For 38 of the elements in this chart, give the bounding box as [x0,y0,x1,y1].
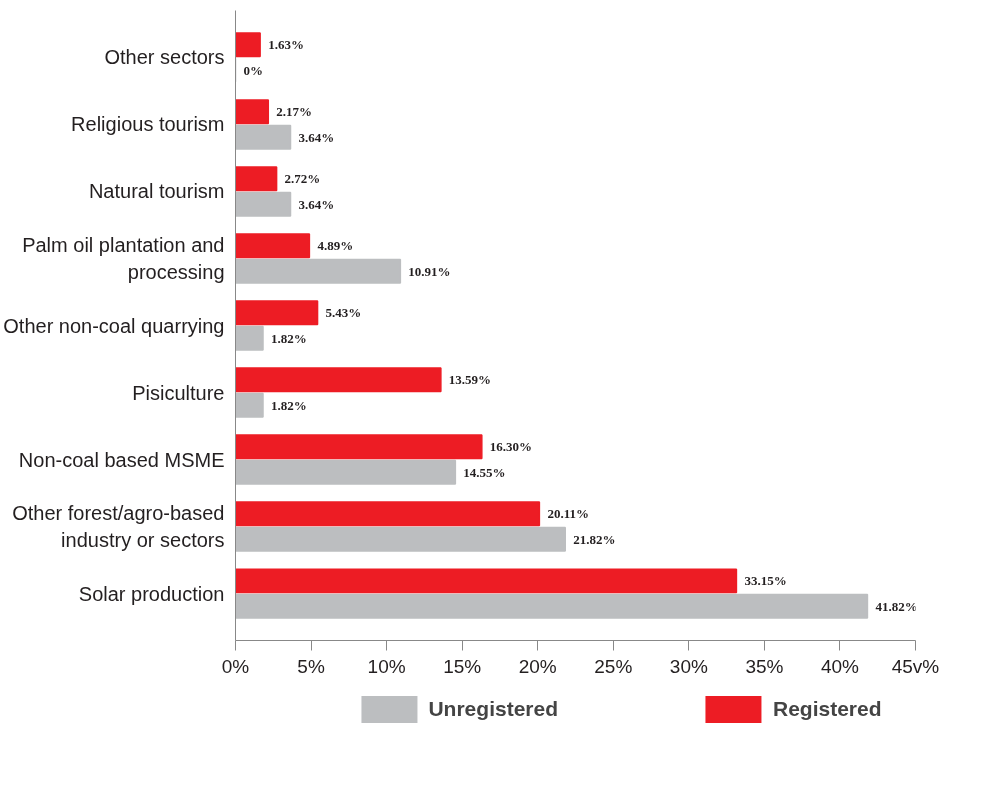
x-tick-label: 25% [594,655,633,677]
x-tick-label: 10% [367,655,406,677]
data-label: 3.64% [298,129,335,145]
data-label: 10.91% [408,263,451,279]
x-tick-label: 45v% [891,655,940,677]
x-tick-label: 0% [221,655,250,677]
data-label: 16.30% [489,439,533,455]
x-tick-label: 5% [297,655,325,677]
x-tick-label: 40% [820,655,860,677]
x-tick-label: 15% [443,655,482,677]
x-tick-label: 30% [669,655,708,677]
data-label: 2.17% [276,104,313,120]
data-label: 14.55% [463,464,506,480]
x-tick-label: 35% [745,655,784,677]
data-label: 21.82% [573,531,616,547]
y-tick-label: Other forest/agro-based industry or sectors [12,502,225,551]
y-tick-label: Palm oil plantation and processing [22,234,225,283]
y-tick-label: Pisiculture [132,381,225,404]
y-tick-label: Solar production [78,582,225,605]
data-label: 20.11% [547,506,589,522]
data-label: 1.82% [271,397,307,413]
data-label: 4.89% [317,238,354,254]
legend-label: Unregistered [428,697,558,721]
y-tick-label: Other sectors [104,46,225,69]
data-label: 2.72% [284,171,321,187]
y-tick-label: Religious tourism [71,113,225,136]
y-tick-label: Non-coal based MSME [18,448,225,471]
y-tick-label: Other non-coal quarrying [3,314,225,337]
data-label: 33.15% [744,573,787,589]
data-label: 1.82% [271,330,307,346]
data-label: 13.59% [448,372,492,388]
data-label: 3.64% [298,196,335,212]
data-label: 1.63% [268,37,304,53]
data-label: 5.43% [325,305,362,321]
data-label: 0% [243,62,263,78]
x-tick-label: 20% [518,655,557,677]
legend-label: Registered [773,697,882,721]
y-tick-label: Natural tourism [88,180,225,203]
